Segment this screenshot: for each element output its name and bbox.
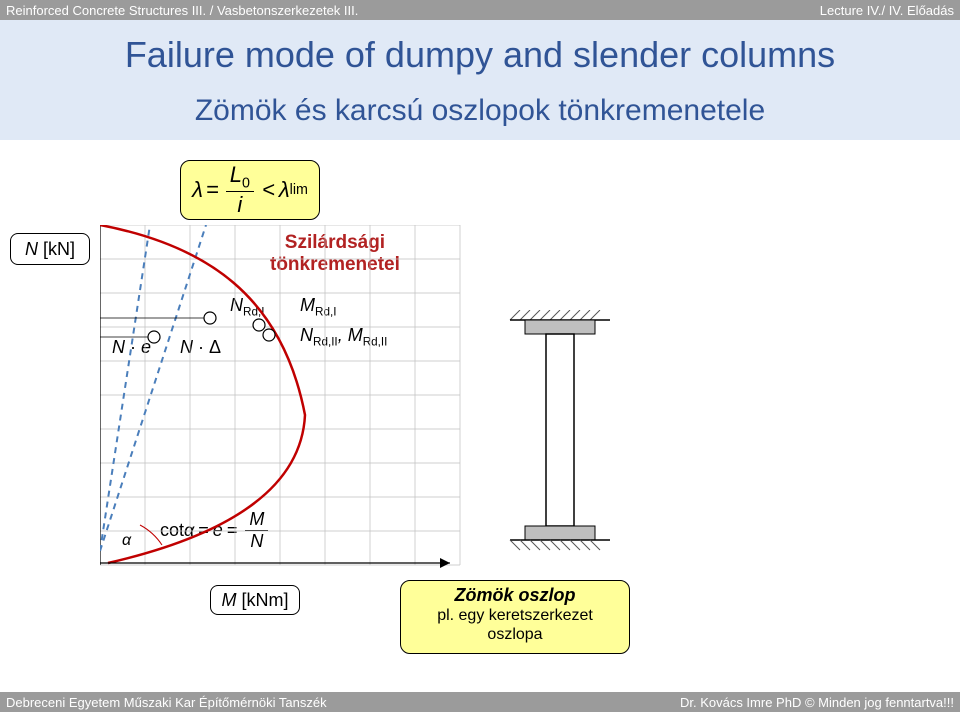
title-line1: Failure mode of dumpy and slender column… [0, 20, 960, 76]
title-line2: Zömök és karcsú oszlopok tönkremenetele [0, 76, 960, 128]
footer-bar: Debreceni Egyetem Műszaki Kar Építőmérnö… [0, 692, 960, 712]
oszlop-box: Zömök oszlop pl. egy keretszerkezet oszl… [400, 580, 630, 654]
title-band: Failure mode of dumpy and slender column… [0, 20, 960, 140]
y-axis-sym: N [25, 239, 38, 260]
footer-right: Dr. Kovács Imre PhD © Minden jog fenntar… [680, 695, 954, 710]
svg-text:α: α [122, 532, 132, 549]
y-axis-label-box: N [kN] [10, 233, 90, 265]
lambda-num: L [230, 162, 242, 187]
y-axis-unit: [kN] [43, 239, 75, 260]
header-right: Lecture IV./ IV. Előadás [820, 3, 954, 18]
lambda-rhs: λ [279, 177, 290, 203]
x-axis-unit: [kNm] [242, 590, 289, 611]
column-schematic [500, 310, 620, 570]
footer-left: Debreceni Egyetem Műszaki Kar Építőmérnö… [6, 695, 327, 710]
oszlop-title: Zömök oszlop [401, 585, 629, 606]
x-axis-label-box: M [kNm] [210, 585, 300, 615]
interaction-chart: α [100, 225, 480, 575]
lambda-formula-box: λ = L0 i < λlim [180, 160, 320, 220]
lambda-eq: = [206, 177, 219, 203]
lambda-num-sub: 0 [242, 175, 250, 191]
lambda-lt: < [262, 177, 275, 203]
lambda-den: i [233, 192, 246, 218]
column-schematic-svg [500, 310, 620, 570]
x-axis-sym: M [221, 590, 236, 611]
lambda-rhs-sub: lim [290, 182, 308, 198]
header-left: Reinforced Concrete Structures III. / Va… [6, 3, 358, 18]
oszlop-sub2: oszlopa [401, 625, 629, 644]
lambda-fraction: L0 i [226, 162, 254, 218]
lambda-lhs: λ [192, 177, 203, 203]
header-bar: Reinforced Concrete Structures III. / Va… [0, 0, 960, 20]
oszlop-sub1: pl. egy keretszerkezet [401, 606, 629, 625]
